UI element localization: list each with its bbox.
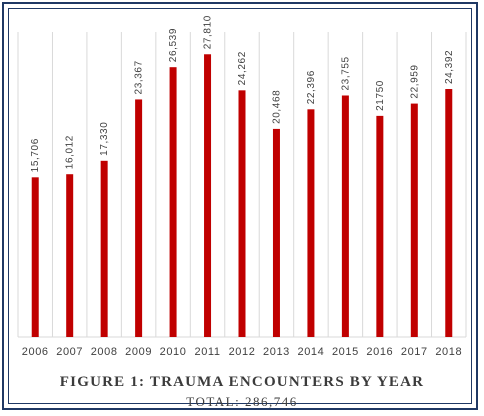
x-tick-label-2009: 2009 xyxy=(125,346,152,358)
x-tick-label-2011: 2011 xyxy=(195,346,221,358)
bar-2018 xyxy=(445,89,453,337)
bar-2016 xyxy=(376,115,384,337)
x-tick-label-2007: 2007 xyxy=(56,346,83,358)
data-label-2011: 27,810 xyxy=(203,15,214,49)
bar-2006 xyxy=(31,177,39,337)
x-tick-label-2006: 2006 xyxy=(22,346,49,358)
x-tick-label-2008: 2008 xyxy=(91,346,118,358)
figure-inner-border xyxy=(8,8,472,404)
bar-2015 xyxy=(341,95,349,337)
x-tick-label-2013: 2013 xyxy=(263,346,290,358)
data-label-2012: 24,262 xyxy=(237,51,248,85)
bar-2010 xyxy=(169,67,177,338)
data-label-2009: 23,367 xyxy=(134,60,145,94)
x-tick-label-2018: 2018 xyxy=(435,346,462,358)
bar-2009 xyxy=(135,99,143,337)
bar-2008 xyxy=(100,160,108,337)
data-label-2015: 23,755 xyxy=(340,56,351,90)
data-label-2017: 22,959 xyxy=(409,64,420,98)
data-label-2007: 16,012 xyxy=(65,135,76,169)
data-label-2006: 15,706 xyxy=(30,138,41,172)
chart-data-labels: 15,706 16,012 17,330 23,367 26,539 27,810 24,2… xyxy=(30,15,455,172)
chart-gridlines xyxy=(17,32,467,338)
x-tick-label-2014: 2014 xyxy=(297,346,324,358)
data-label-2016: 21750 xyxy=(375,80,386,111)
x-tick-label-2016: 2016 xyxy=(366,346,393,358)
chart-title: FIGURE 1: TRAUMA ENCOUNTERS BY YEAR xyxy=(59,374,425,390)
figure-frame xyxy=(2,2,478,410)
data-label-2008: 17,330 xyxy=(99,122,110,156)
data-label-2018: 24,392 xyxy=(444,50,455,84)
data-label-2014: 22,396 xyxy=(306,70,317,104)
bar-2014 xyxy=(307,109,315,337)
chart-bars xyxy=(31,54,453,338)
bar-2017 xyxy=(410,103,418,338)
data-label-2013: 20,468 xyxy=(271,90,282,124)
x-tick-label-2017: 2017 xyxy=(401,346,428,358)
chart-subtitle: TOTAL: 286,746 xyxy=(186,394,298,409)
bar-2012 xyxy=(238,90,246,337)
bar-2013 xyxy=(272,128,280,337)
data-label-2010: 26,539 xyxy=(168,28,179,62)
chart-x-tick-labels: 2006 2007 2008 2009 2010 2011 2012 2013 2014 2015… xyxy=(22,346,462,358)
x-tick-label-2010: 2010 xyxy=(160,346,187,358)
x-tick-label-2012: 2012 xyxy=(229,346,256,358)
bar-chart: 15,706 16,012 17,330 23,367 26,539 27,810 24,2… xyxy=(17,15,467,358)
bar-2011 xyxy=(204,54,212,337)
bar-2007 xyxy=(66,174,74,337)
x-tick-label-2015: 2015 xyxy=(332,346,359,358)
